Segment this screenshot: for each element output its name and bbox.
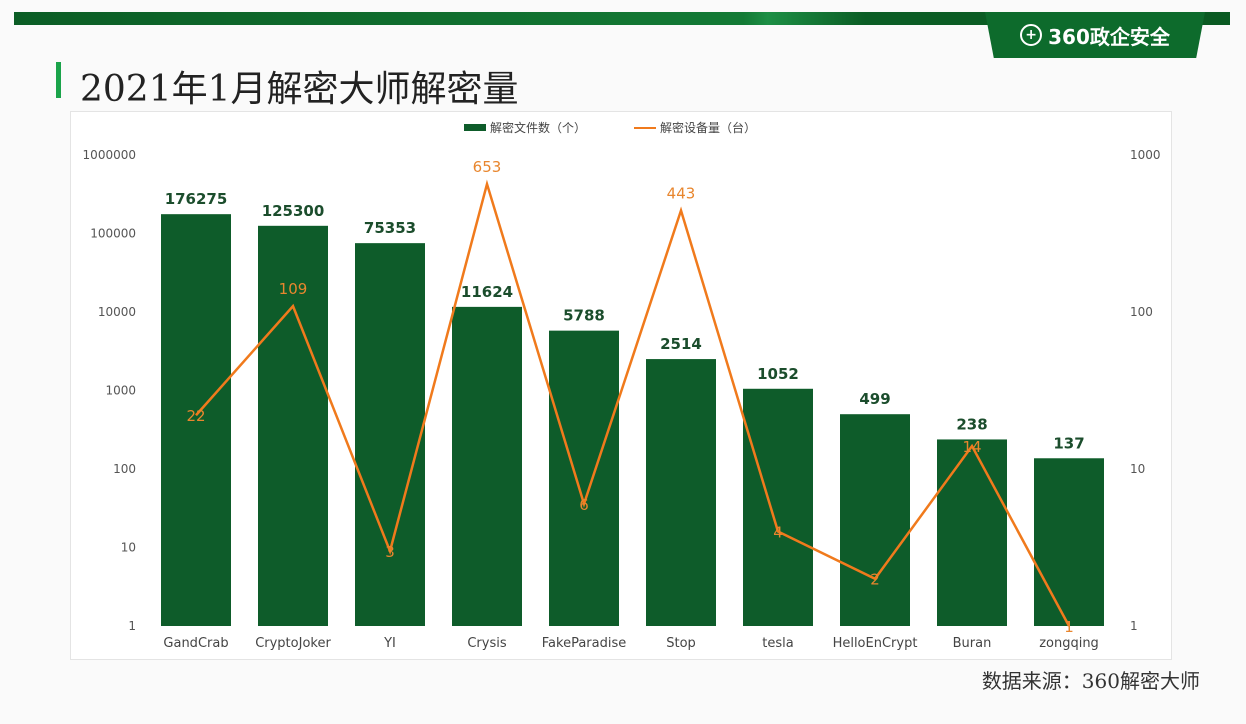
header-bar [14, 12, 1230, 25]
bar-value-label: 75353 [364, 219, 416, 237]
line-series [195, 179, 1071, 627]
bar-value-label: 5788 [563, 307, 605, 325]
category-label: zongqing [1039, 636, 1099, 651]
bar-value-label: 2514 [660, 335, 702, 353]
legend-label-bar: 解密文件数（个） [490, 120, 586, 135]
left-tick-label: 1 [128, 619, 136, 633]
bar-value-label: 499 [859, 390, 890, 408]
category-label: GandCrab [163, 636, 228, 651]
line-value-label: 1 [1064, 618, 1074, 636]
bar [646, 359, 716, 626]
category-label: YI [383, 636, 396, 651]
category-label: tesla [762, 636, 793, 651]
right-tick-label: 1000 [1130, 148, 1161, 162]
bar-value-label: 1052 [757, 365, 799, 383]
line-value-label: 4 [773, 523, 783, 541]
left-tick-label: 1000000 [83, 148, 136, 162]
bar-value-label: 11624 [461, 283, 513, 301]
bar [937, 439, 1007, 626]
legend-label-line: 解密设备量（台） [660, 120, 756, 135]
logo-text: 360政企安全 [1048, 24, 1170, 49]
bar-value-label: 125300 [262, 202, 325, 220]
category-label: HelloEnCrypt [833, 636, 918, 651]
bar [743, 388, 813, 626]
right-tick-label: 1 [1130, 619, 1138, 633]
bar-value-label: 137 [1053, 434, 1084, 452]
category-label: Stop [666, 636, 696, 651]
category-label: CryptoJoker [255, 636, 331, 651]
legend-swatch-bar [464, 124, 486, 131]
right-tick-label: 100 [1130, 305, 1153, 319]
category-label: Crysis [467, 636, 507, 651]
left-tick-label: 1000 [105, 384, 136, 398]
brand-logo: +360政企安全 [985, 12, 1205, 58]
page-title: 2021年1月解密大师解密量 [80, 69, 519, 110]
line-value-label: 443 [667, 185, 696, 203]
legend-swatch-line [634, 127, 656, 129]
line-value-label: 109 [279, 280, 308, 298]
category-label: Buran [953, 636, 992, 651]
left-tick-label: 10 [121, 541, 136, 555]
left-tick-label: 100 [113, 462, 136, 476]
bar [355, 243, 425, 626]
bar [452, 306, 522, 626]
bar-value-label: 238 [956, 415, 987, 433]
line-value-label: 22 [186, 407, 205, 425]
line-value-label: 3 [385, 543, 395, 561]
bar [549, 330, 619, 626]
title-accent [56, 62, 61, 98]
line-value-label: 2 [870, 571, 880, 589]
bar [840, 414, 910, 626]
bar-value-label: 176275 [165, 190, 228, 208]
line-value-label: 653 [473, 158, 502, 176]
line-value-label: 14 [962, 438, 981, 456]
line-value-label: 6 [579, 496, 589, 514]
data-source: 数据来源：360解密大师 [981, 669, 1200, 693]
left-tick-label: 100000 [90, 227, 136, 241]
left-tick-label: 10000 [98, 305, 136, 319]
right-tick-label: 10 [1130, 462, 1145, 476]
bar [161, 214, 231, 627]
plus-circle-icon: + [1020, 24, 1043, 46]
bar [1034, 458, 1104, 626]
bar [258, 225, 328, 626]
category-label: FakeParadise [542, 636, 626, 651]
